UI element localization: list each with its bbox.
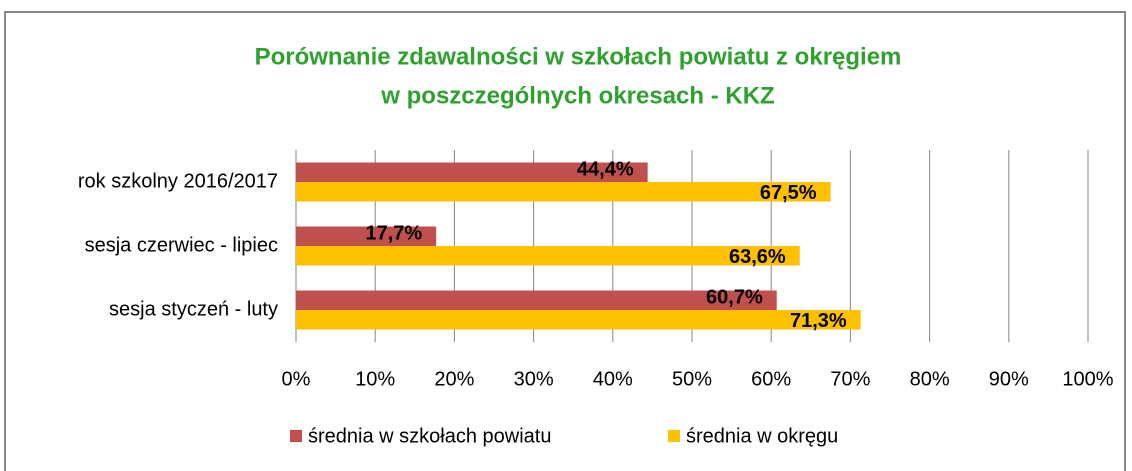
legend-label: średnia w szkołach powiatu [308, 425, 551, 447]
legend-swatch [290, 430, 302, 442]
legend-label: średnia w okręgu [686, 425, 838, 447]
value-label: 63,6% [729, 246, 786, 268]
bar [296, 310, 861, 330]
value-label: 71,3% [790, 310, 847, 332]
bar [296, 162, 648, 182]
value-label: 60,7% [706, 287, 763, 309]
y-tick-label: rok szkolny 2016/2017 [78, 170, 278, 192]
y-tick-label: sesja czerwiec - lipiec [85, 234, 278, 256]
chart-title: Porównanie zdawalności w szkołach powiat… [255, 43, 902, 70]
x-tick-label: 70% [830, 368, 870, 390]
x-tick-label: 60% [751, 368, 791, 390]
y-tick-label: sesja styczeń - luty [109, 298, 278, 320]
x-tick-label: 20% [434, 368, 474, 390]
bar [296, 246, 800, 266]
value-label: 44,4% [577, 159, 634, 181]
x-tick-label: 100% [1062, 368, 1113, 390]
x-tick-label: 90% [989, 368, 1029, 390]
x-tick-label: 80% [910, 368, 950, 390]
value-label: 17,7% [365, 223, 422, 245]
x-tick-label: 50% [672, 368, 712, 390]
bar [296, 226, 437, 246]
legend-swatch [668, 430, 680, 442]
x-tick-label: 10% [355, 368, 395, 390]
frame [4, 11, 1126, 471]
x-tick-label: 30% [514, 368, 554, 390]
bar [296, 182, 831, 202]
bar [296, 290, 777, 310]
x-tick-label: 0% [282, 368, 311, 390]
value-label: 67,5% [760, 182, 817, 204]
chart-title: w poszczególnych okresach - KKZ [380, 82, 774, 109]
x-tick-label: 40% [593, 368, 633, 390]
